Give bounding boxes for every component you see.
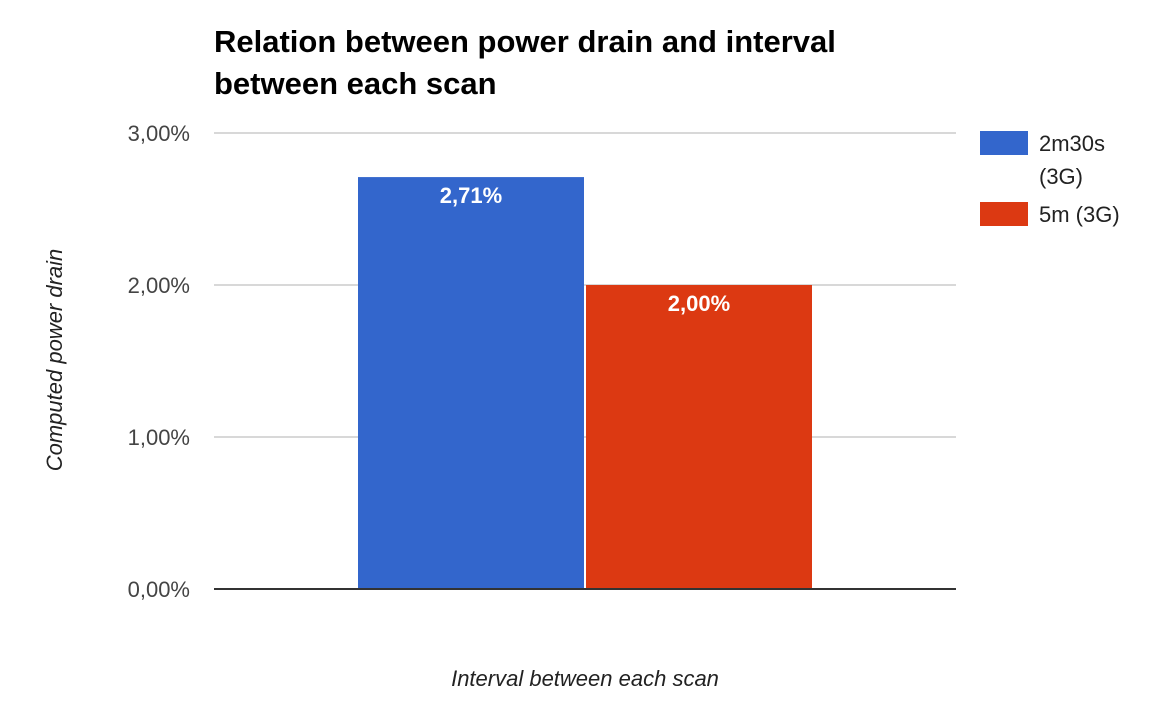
x-axis-title: Interval between each scan: [451, 666, 719, 691]
chart-title-line-1: Relation between power drain and interva…: [214, 24, 836, 59]
bar-2: [586, 285, 812, 589]
y-tick-label: 3,00%: [128, 121, 190, 146]
bar-1: [358, 177, 584, 589]
y-tick-label: 1,00%: [128, 425, 190, 450]
data-labels: 2,71% 2,00%: [440, 183, 730, 316]
legend-label: (3G): [1039, 164, 1083, 189]
legend-label: 2m30s: [1039, 131, 1105, 156]
legend: 2m30s (3G) 5m (3G): [980, 131, 1120, 227]
bars: [358, 177, 812, 589]
y-axis-ticks: 0,00% 1,00% 2,00% 3,00%: [128, 121, 190, 602]
bar-data-label: 2,00%: [668, 291, 730, 316]
legend-swatch: [980, 202, 1028, 226]
y-tick-label: 2,00%: [128, 273, 190, 298]
y-tick-label: 0,00%: [128, 577, 190, 602]
legend-label: 5m (3G): [1039, 202, 1120, 227]
legend-swatch: [980, 131, 1028, 155]
gridlines: [214, 132, 956, 438]
y-axis-title: Computed power drain: [42, 249, 67, 472]
chart-title-line-2: between each scan: [214, 66, 497, 101]
bar-data-label: 2,71%: [440, 183, 502, 208]
